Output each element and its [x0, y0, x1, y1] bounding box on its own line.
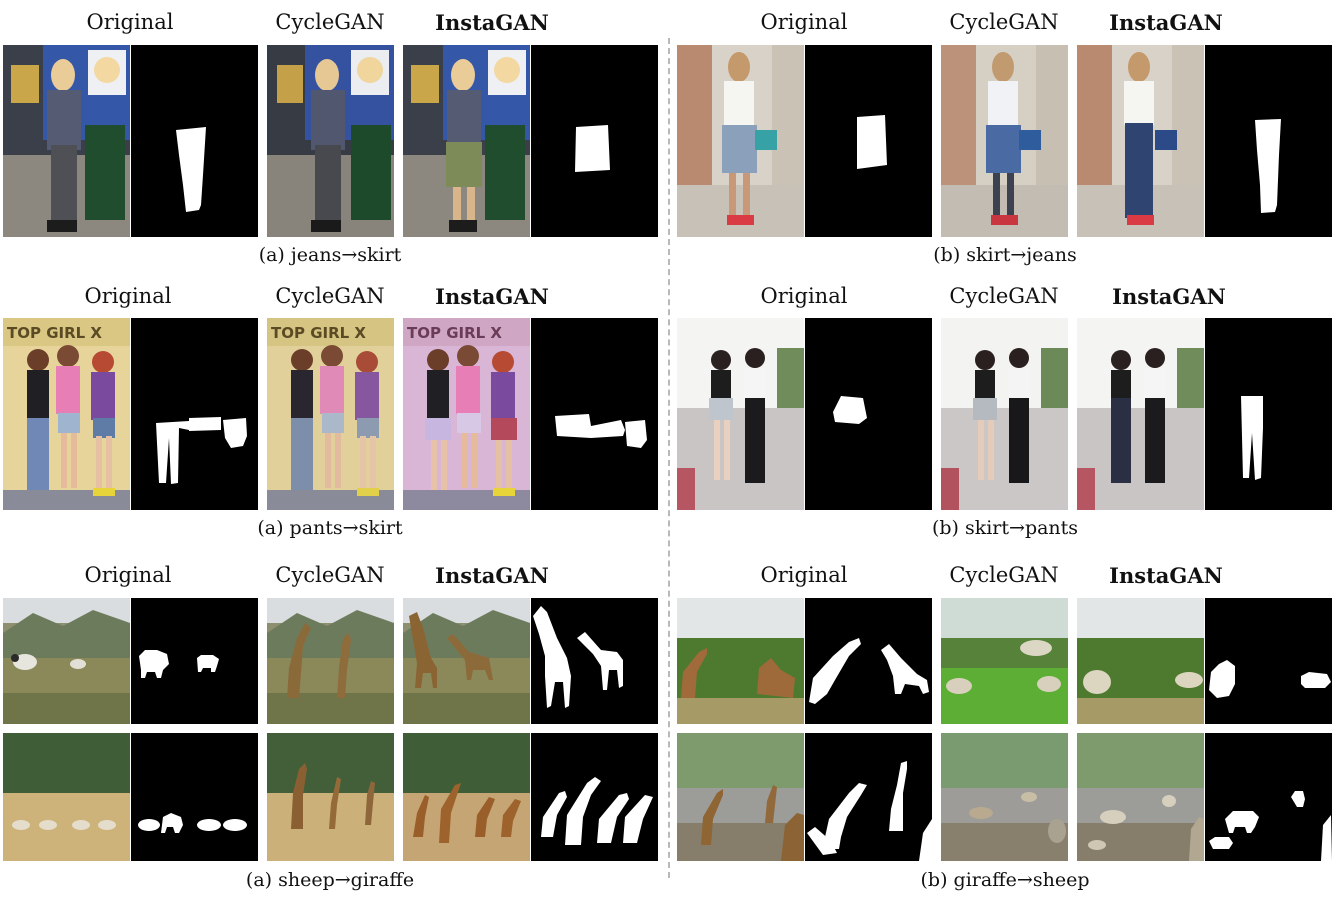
photo-cyclegan-woman-skirt — [941, 45, 1068, 237]
header-cyclegan: CycleGAN — [949, 10, 1059, 34]
mask-instagan-skirts — [531, 318, 658, 510]
mask-original-skirt — [805, 45, 932, 237]
header-original: Original — [84, 563, 172, 587]
mask-original-pants — [131, 318, 258, 510]
photo-cyclegan-sheep-meadow — [941, 598, 1068, 724]
header-cyclegan: CycleGAN — [275, 10, 385, 34]
header-original: Original — [760, 284, 848, 308]
caption-giraffe-to-sheep: (b) giraffe→sheep — [920, 869, 1090, 891]
mask-original-sheep-field — [131, 733, 258, 861]
header-instagan: InstaGAN — [435, 10, 549, 35]
mask-instagan-sheep — [1205, 598, 1332, 724]
photo-original-two-girls-skirt — [677, 318, 804, 510]
photo-original-sheep-field — [3, 733, 130, 861]
caption-skirt-to-pants: (b) skirt→pants — [931, 517, 1079, 539]
photo-instagan-woman-jeans — [1077, 45, 1204, 237]
header-original: Original — [84, 284, 172, 308]
mask-original-jeans — [131, 45, 258, 237]
mask-original-giraffes-enclosure — [805, 733, 932, 861]
header-cyclegan: CycleGAN — [949, 284, 1059, 308]
photo-instagan-giraffes-hills — [403, 598, 530, 724]
mask-instagan-giraffes-field — [531, 733, 658, 861]
mask-instagan-pants — [1205, 318, 1332, 510]
mask-instagan-sheep-enclosure — [1205, 733, 1332, 861]
photo-cyclegan-giraffes-hills — [267, 598, 394, 724]
header-instagan: InstaGAN — [1112, 284, 1226, 309]
header-original: Original — [760, 563, 848, 587]
panel-divider — [668, 38, 670, 878]
caption-sheep-to-giraffe: (a) sheep→giraffe — [245, 869, 415, 891]
header-instagan: InstaGAN — [435, 563, 549, 588]
header-cyclegan: CycleGAN — [275, 284, 385, 308]
photo-original-three-girls-pants: TOP GIRL X — [3, 318, 130, 510]
mask-instagan-giraffes — [531, 598, 658, 724]
photo-cyclegan-woman-jeans — [267, 45, 394, 237]
caption-pants-to-skirt: (a) pants→skirt — [257, 517, 403, 539]
svg-text:TOP GIRL X: TOP GIRL X — [271, 324, 366, 342]
photo-instagan-woman-skirt — [403, 45, 530, 237]
header-cyclegan: CycleGAN — [275, 563, 385, 587]
photo-cyclegan-two-girls — [941, 318, 1068, 510]
photo-original-woman-jeans — [3, 45, 130, 237]
photo-instagan-sheep-enclosure — [1077, 733, 1204, 861]
header-instagan: InstaGAN — [1109, 10, 1223, 35]
header-instagan: InstaGAN — [1109, 563, 1223, 588]
mask-original-giraffes — [805, 598, 932, 724]
photo-instagan-sheep-bush — [1077, 598, 1204, 724]
photo-original-giraffes-bush — [677, 598, 804, 724]
mask-original-sheep — [131, 598, 258, 724]
header-cyclegan: CycleGAN — [949, 563, 1059, 587]
mask-instagan-jeans — [1205, 45, 1332, 237]
caption-jeans-to-skirt: (a) jeans→skirt — [258, 244, 402, 266]
mask-instagan-skirt — [531, 45, 658, 237]
svg-text:TOP GIRL X: TOP GIRL X — [7, 324, 102, 342]
mask-original-skirt — [805, 318, 932, 510]
photo-cyclegan-giraffes-field — [267, 733, 394, 861]
header-original: Original — [86, 10, 174, 34]
photo-instagan-three-girls-skirts: TOP GIRL X — [403, 318, 530, 510]
svg-text:TOP GIRL X: TOP GIRL X — [407, 324, 502, 342]
caption-skirt-to-jeans: (b) skirt→jeans — [933, 244, 1077, 266]
photo-instagan-two-girls-pants — [1077, 318, 1204, 510]
photo-original-sheep-hills — [3, 598, 130, 724]
photo-cyclegan-sheep-enclosure — [941, 733, 1068, 861]
photo-original-woman-skirt — [677, 45, 804, 237]
photo-instagan-giraffes-field — [403, 733, 530, 861]
photo-cyclegan-three-girls: TOP GIRL X — [267, 318, 394, 510]
header-instagan: InstaGAN — [435, 284, 549, 309]
header-original: Original — [760, 10, 848, 34]
photo-original-giraffes-enclosure — [677, 733, 804, 861]
